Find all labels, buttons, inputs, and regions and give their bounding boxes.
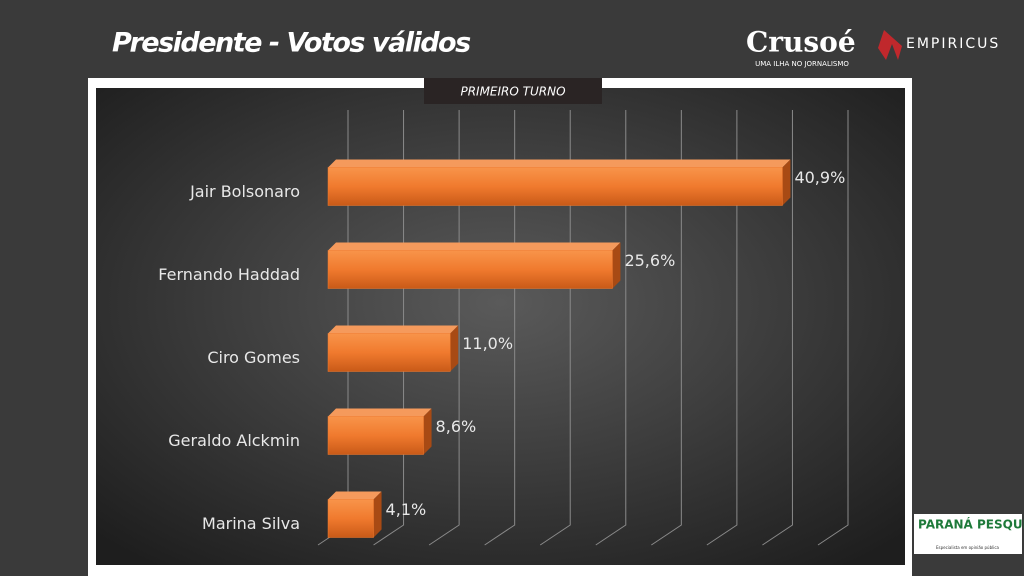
bar-top <box>328 408 432 417</box>
bar-top <box>328 242 621 251</box>
chart-title: PRIMEIRO TURNO <box>460 85 565 99</box>
pollster: PARANÁ PESQUISAS <box>918 517 1024 532</box>
category-label: Marina Silva <box>202 514 300 533</box>
bar-side <box>373 491 382 538</box>
chart-title-box <box>424 78 602 104</box>
grid-line <box>817 110 849 546</box>
grid-line <box>651 110 682 546</box>
bar-side <box>782 159 791 206</box>
value-label: 25,6% <box>624 251 675 270</box>
grid-line <box>706 110 738 546</box>
pollster-box <box>914 514 1022 554</box>
pollster-tagline: Especialista em opinião pública <box>936 545 1000 550</box>
value-label: 8,6% <box>436 417 477 436</box>
value-label: 4,1% <box>386 500 427 519</box>
category-label: Geraldo Alckmin <box>168 431 300 450</box>
plot: Jair Bolsonaro 40,9% Fernando Haddad 25,6% C… <box>158 110 849 546</box>
bar-top <box>328 491 382 500</box>
value-label: 11,0% <box>462 334 513 353</box>
bar <box>327 416 424 455</box>
bar <box>327 499 374 538</box>
bar-side <box>423 408 432 455</box>
bar-side <box>612 242 621 289</box>
partner: EMPIRICUS <box>906 36 1000 52</box>
bar-top <box>328 159 791 168</box>
bar-top <box>328 325 459 334</box>
bar <box>327 250 613 289</box>
category-label: Ciro Gomes <box>207 348 300 367</box>
slide-title: Presidente - Votos válidos <box>112 28 471 59</box>
brand: Crusoé <box>746 26 856 59</box>
category-label: Jair Bolsonaro <box>189 182 300 201</box>
grid-line <box>595 110 627 546</box>
bar <box>327 167 783 206</box>
grid-line <box>762 110 793 546</box>
bar-side <box>450 325 459 372</box>
bar <box>327 333 451 372</box>
category-label: Fernando Haddad <box>158 265 300 284</box>
partner-logo <box>878 30 902 60</box>
brand-tagline: UMA ILHA NO JORNALISMO <box>755 60 849 68</box>
value-label: 40,9% <box>794 168 845 187</box>
